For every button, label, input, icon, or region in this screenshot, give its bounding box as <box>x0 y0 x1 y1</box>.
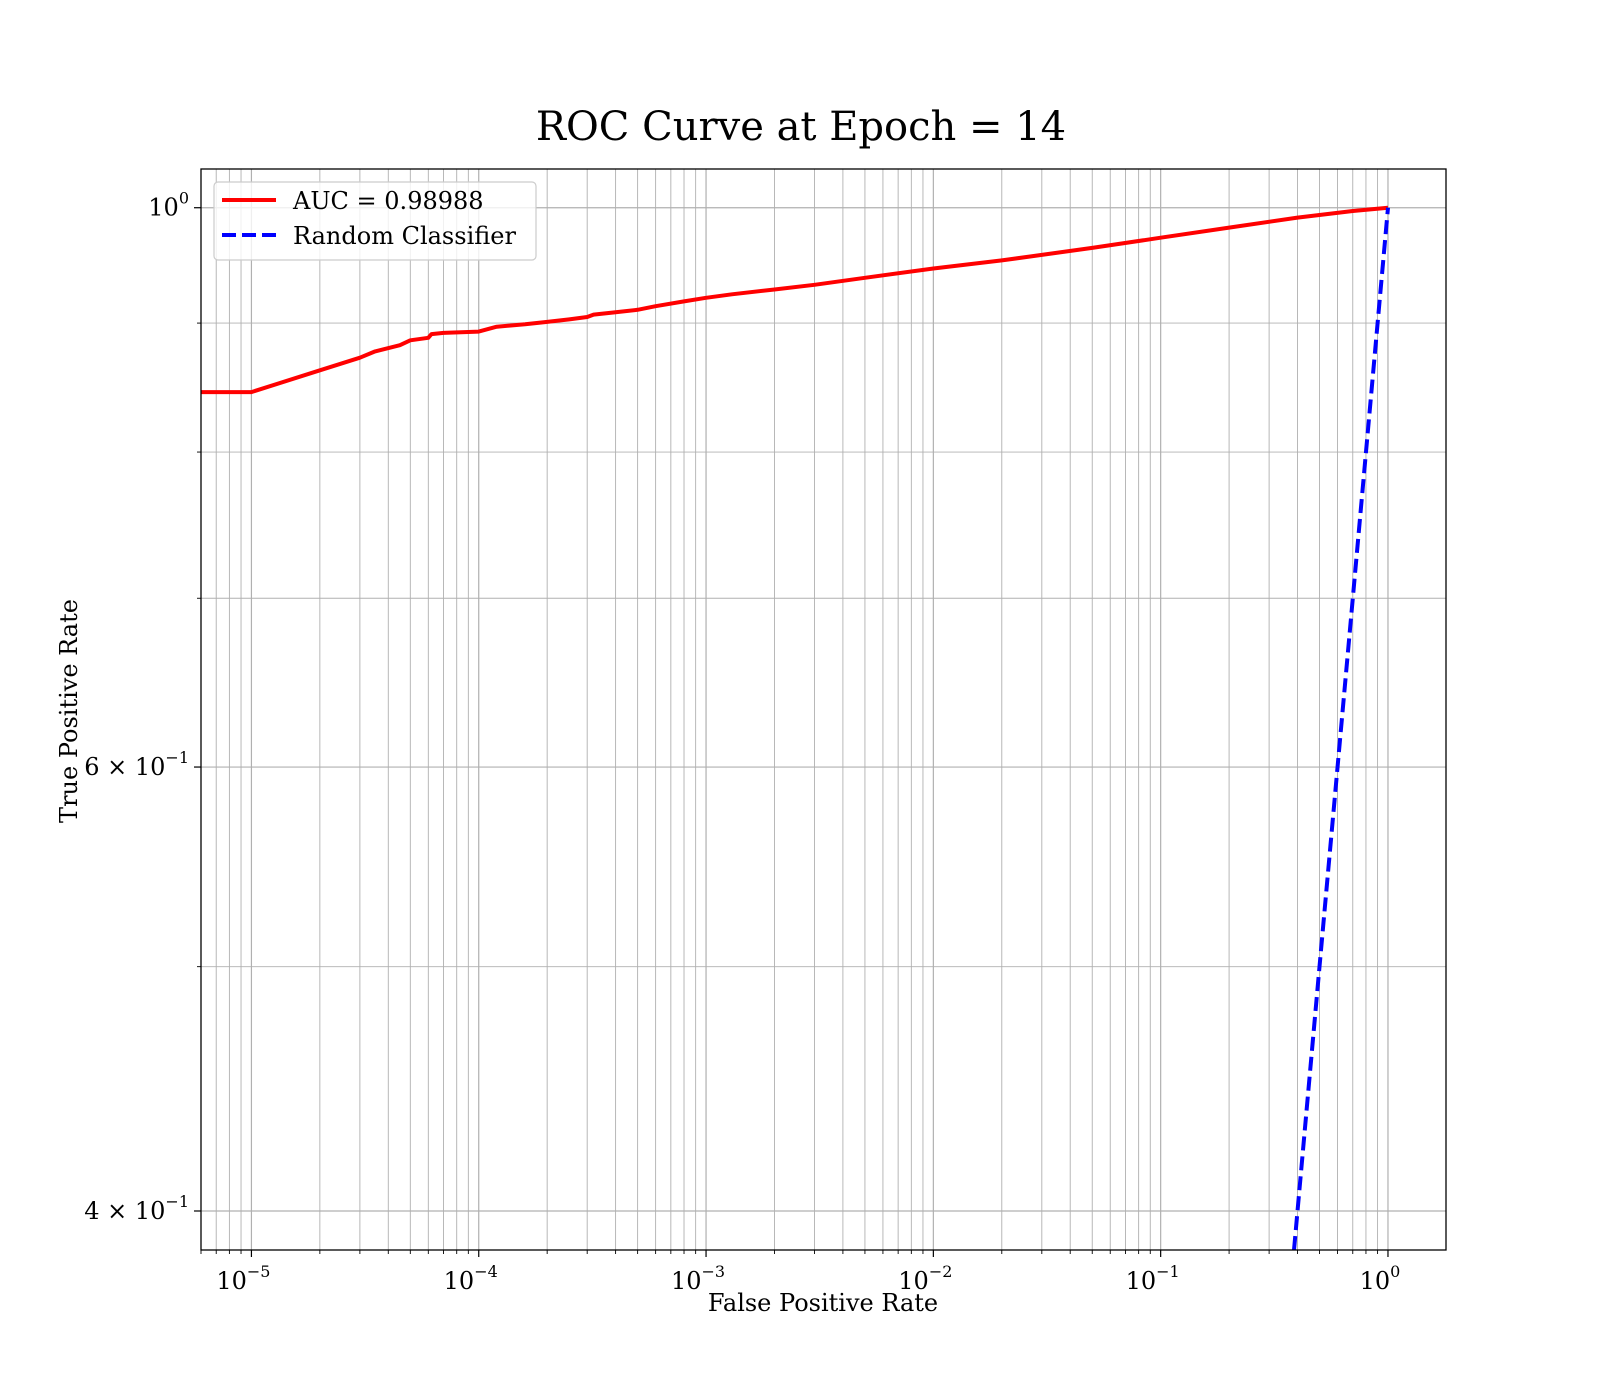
x-tick-label: 10−2 <box>898 1262 952 1295</box>
legend-box <box>213 181 537 261</box>
x-tick-label: 10−4 <box>444 1262 498 1295</box>
legend-label-auc: AUC = 0.98988 <box>292 187 484 215</box>
legend-label-random: Random Classifier <box>293 222 516 250</box>
plot-area <box>201 205 1390 1250</box>
axes: 10−5 10−4 10−3 10−2 10−1 100 100 6 × 10−1 4 × 10… <box>84 168 1447 1295</box>
random-classifier-line <box>1292 207 1390 1250</box>
grid-lines <box>201 169 1446 1250</box>
y-axis-label: True Positive Rate <box>55 599 83 823</box>
x-axis-label: False Positive Rate <box>708 1289 938 1317</box>
roc-curve-line <box>201 205 1389 395</box>
y-tick-label: 100 <box>148 189 189 222</box>
x-tick-label: 10−1 <box>1126 1262 1180 1295</box>
x-tick-label: 100 <box>1360 1262 1401 1295</box>
x-tick-label: 10−3 <box>671 1262 725 1295</box>
y-tick-label: 6 × 10−1 <box>84 748 189 781</box>
plot-frame <box>200 168 1447 1251</box>
y-tick-label: 4 × 10−1 <box>84 1192 189 1225</box>
legend: AUC = 0.98988 Random Classifier <box>213 181 537 261</box>
chart-title: ROC Curve at Epoch = 14 <box>536 104 1066 150</box>
x-tick-label: 10−5 <box>216 1262 270 1295</box>
